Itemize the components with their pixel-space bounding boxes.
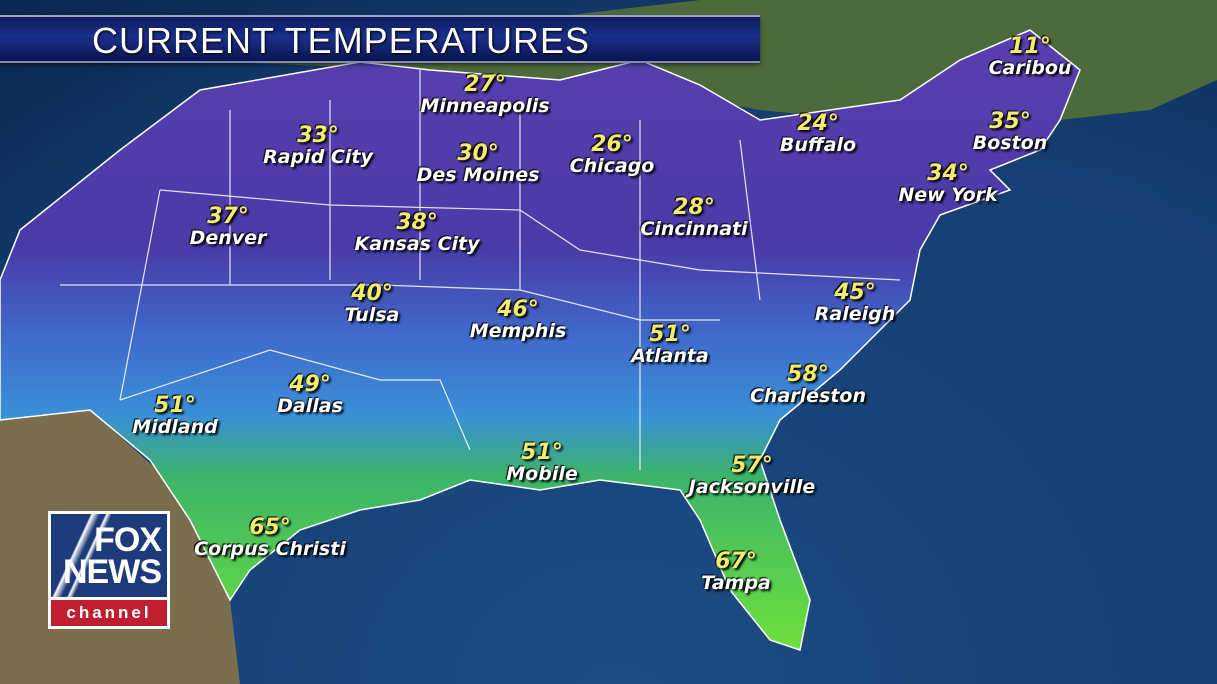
city-des-moines: 30° Des Moines: [417, 143, 540, 185]
state-borders: [60, 70, 901, 470]
temperature: 57°: [731, 453, 773, 478]
logo-wordmark: FOX NEWS: [63, 521, 162, 591]
temperature: 30°: [457, 141, 499, 166]
city-name: Memphis: [469, 320, 567, 342]
city-name: Minneapolis: [420, 95, 550, 117]
temperature: 28°: [673, 195, 715, 220]
temperature: 40°: [351, 281, 393, 306]
page-title: CURRENT TEMPERATURES: [92, 20, 591, 61]
title-banner: CURRENT TEMPERATURES: [0, 15, 760, 63]
city-name: Raleigh: [814, 303, 896, 325]
temperature: 27°: [464, 72, 506, 97]
city-midland: 51° Midland: [132, 395, 217, 437]
city-name: Midland: [132, 416, 218, 438]
city-new-york: 34° New York: [898, 163, 997, 205]
city-dallas: 49° Dallas: [277, 374, 343, 416]
city-name: Denver: [189, 227, 267, 249]
city-name: Buffalo: [779, 134, 857, 156]
fox-news-channel-logo: FOX NEWS channel: [48, 511, 170, 629]
temperature: 51°: [649, 322, 691, 347]
city-denver: 37° Denver: [190, 206, 267, 248]
temperature: 34°: [927, 161, 969, 186]
city-buffalo: 24° Buffalo: [780, 113, 856, 155]
city-tampa: 67° Tampa: [701, 551, 771, 593]
city-name: Tampa: [701, 572, 771, 594]
temperature: 51°: [521, 440, 563, 465]
city-name: Chicago: [569, 155, 655, 177]
temperature: 38°: [396, 210, 438, 235]
city-raleigh: 45° Raleigh: [815, 282, 896, 324]
temperature: 24°: [797, 111, 839, 136]
temperature: 49°: [289, 372, 331, 397]
city-cincinnati: 28° Cincinnati: [640, 197, 747, 239]
city-name: Rapid City: [263, 146, 373, 168]
temperature: 58°: [787, 362, 829, 387]
city-name: Corpus Christi: [194, 538, 346, 560]
city-chicago: 26° Chicago: [570, 134, 655, 176]
city-caribou: 11° Caribou: [989, 36, 1072, 78]
searchlight-beams: [51, 514, 111, 597]
city-atlanta: 51° Atlanta: [631, 324, 709, 366]
city-name: Mobile: [506, 463, 578, 485]
city-memphis: 46° Memphis: [470, 299, 567, 341]
temperature: 67°: [715, 549, 757, 574]
city-name: Boston: [972, 132, 1048, 154]
city-boston: 35° Boston: [973, 111, 1048, 153]
temperature: 65°: [249, 515, 291, 540]
temperature: 11°: [1009, 34, 1051, 59]
city-minneapolis: 27° Minneapolis: [420, 74, 549, 116]
city-name: Dallas: [277, 395, 343, 417]
city-name: Kansas City: [354, 233, 480, 255]
temperature: 46°: [497, 297, 539, 322]
temperature: 45°: [834, 280, 876, 305]
us-land: [0, 29, 1081, 651]
city-name: Tulsa: [344, 304, 400, 326]
city-name: Cincinnati: [640, 218, 748, 240]
city-name: Charleston: [749, 385, 867, 407]
city-rapid-city: 33° Rapid City: [263, 125, 373, 167]
city-name: Caribou: [988, 57, 1072, 79]
city-jacksonville: 57° Jacksonville: [689, 455, 816, 497]
temperature: 33°: [297, 123, 339, 148]
city-kansas-city: 38° Kansas City: [354, 212, 479, 254]
logo-blue-panel: FOX NEWS: [51, 514, 167, 597]
city-tulsa: 40° Tulsa: [345, 283, 400, 325]
city-name: New York: [898, 184, 998, 206]
city-mobile: 51° Mobile: [506, 442, 577, 484]
temperature: 37°: [207, 204, 249, 229]
city-name: Des Moines: [416, 164, 540, 186]
logo-channel-bar: channel: [51, 600, 167, 626]
temperature: 26°: [591, 132, 633, 157]
city-name: Atlanta: [631, 345, 709, 367]
city-corpus-christi: 65° Corpus Christi: [194, 517, 346, 559]
city-charleston: 58° Charleston: [750, 364, 866, 406]
city-name: Jacksonville: [688, 476, 816, 498]
temperature: 35°: [989, 109, 1031, 134]
temperature: 51°: [154, 393, 196, 418]
